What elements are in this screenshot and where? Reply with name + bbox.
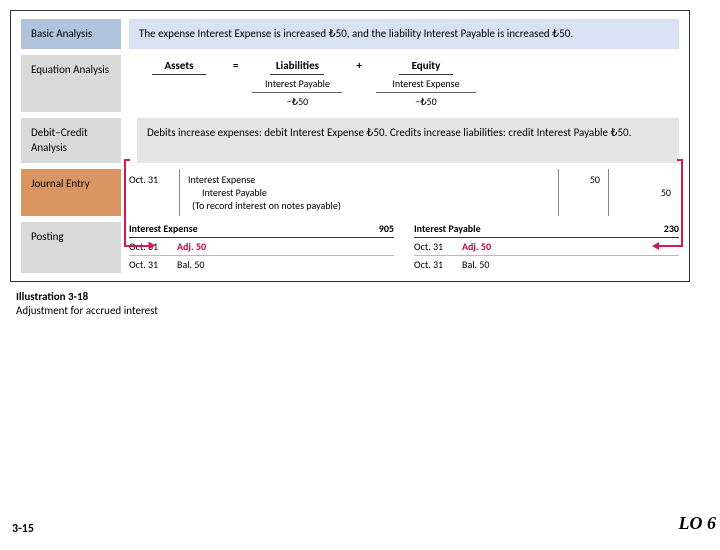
je-debit: 50 [559, 169, 609, 216]
je-memo: (To record interest on notes payable) [188, 199, 550, 212]
t2-title: Interest Payable [414, 222, 664, 235]
t1-r2-date: Oct. 31 [129, 258, 177, 271]
row-debitcredit: Debit–Credit Analysis Debits increase ex… [21, 118, 679, 163]
arrow-left-top [124, 159, 130, 161]
label-posting: Posting [21, 222, 121, 273]
label-basic: Basic Analysis [21, 19, 121, 49]
dc-analysis-text: Debits increase expenses: debit Interest… [137, 118, 679, 163]
caption-title: Illustration 3-18 [16, 290, 88, 303]
je-line2: Interest Payable [188, 186, 550, 199]
caption: Illustration 3-18 Adjustment for accrued… [16, 290, 720, 319]
t1-title: Interest Expense [129, 222, 379, 235]
basic-analysis-text: The expense Interest Expense is increase… [129, 19, 679, 49]
t-account-expense: Interest Expense 905 Oct. 31 Adj. 50 Oct… [129, 222, 394, 273]
row-journal: Journal Entry Oct. 31 Interest Expense I… [21, 169, 679, 216]
eq-equals: = [219, 59, 252, 72]
arrow-right-bot [655, 245, 683, 247]
t1-num: 905 [379, 222, 394, 235]
row-basic: Basic Analysis The expense Interest Expe… [21, 19, 679, 49]
journal-entry-content: Oct. 31 Interest Expense Interest Payabl… [129, 169, 679, 216]
label-equation: Equation Analysis [21, 55, 121, 112]
je-date: Oct. 31 [129, 169, 179, 216]
je-line1: Interest Expense [188, 173, 550, 186]
t1-r1-label: Adj. 50 [177, 240, 394, 253]
row-equation: Equation Analysis Assets = Liabilities I… [21, 55, 679, 112]
t2-r2-label: Bal. 50 [462, 258, 679, 271]
eq-plus: + [342, 59, 375, 72]
t2-num: 230 [664, 222, 679, 235]
t2-r2-date: Oct. 31 [414, 258, 462, 271]
label-debitcredit: Debit–Credit Analysis [21, 118, 121, 163]
arrow-left-vert [124, 159, 126, 247]
arrow-right-vert [681, 159, 683, 247]
arrow-right-head [652, 242, 659, 250]
t-account-payable: Interest Payable 230 Oct. 31 Adj. 50 Oct… [414, 222, 679, 273]
je-desc: Interest Expense Interest Payable (To re… [179, 169, 559, 216]
eq-assets: Assets [139, 59, 219, 75]
page-number: 3-15 [12, 522, 34, 536]
caption-sub: Adjustment for accrued interest [16, 304, 158, 317]
je-credit: 50 [609, 169, 679, 216]
arrow-right-top [677, 159, 683, 161]
learning-objective: LO 6 [675, 511, 720, 536]
t2-r1-label: Adj. 50 [462, 240, 679, 253]
equation-content: Assets = Liabilities Interest Payable −₺… [129, 55, 679, 112]
posting-content: Interest Expense 905 Oct. 31 Adj. 50 Oct… [129, 222, 679, 273]
row-posting: Posting Interest Expense 905 Oct. 31 Adj… [21, 222, 679, 273]
eq-liabilities: Liabilities Interest Payable −₺50 [252, 59, 342, 108]
t1-r2-label: Bal. 50 [177, 258, 394, 271]
illustration-frame: Basic Analysis The expense Interest Expe… [10, 10, 690, 282]
arrow-left-head [149, 242, 156, 250]
label-journal: Journal Entry [21, 169, 121, 216]
t2-r1-date: Oct. 31 [414, 240, 462, 253]
eq-equity: Equity Interest Expense −₺50 [376, 59, 476, 108]
